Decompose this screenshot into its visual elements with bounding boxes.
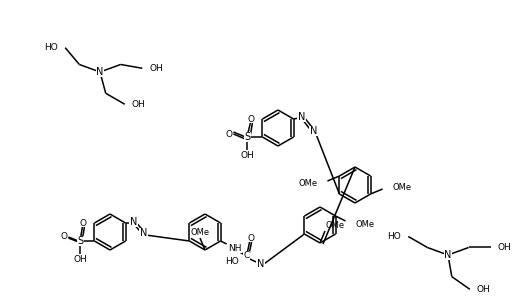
- Text: OH: OH: [74, 256, 87, 265]
- Text: HO: HO: [44, 43, 58, 52]
- Text: OMe: OMe: [190, 228, 210, 237]
- Text: N: N: [130, 217, 137, 227]
- Text: N: N: [310, 126, 317, 136]
- Text: HO: HO: [388, 232, 401, 241]
- Text: N: N: [140, 228, 147, 238]
- Text: OMe: OMe: [325, 221, 344, 229]
- Text: O: O: [248, 115, 255, 124]
- Text: O: O: [247, 233, 254, 242]
- Text: NH: NH: [228, 244, 241, 253]
- Text: OH: OH: [477, 285, 491, 294]
- Text: OMe: OMe: [356, 220, 374, 229]
- Text: OH: OH: [241, 151, 254, 160]
- Text: OMe: OMe: [298, 179, 317, 188]
- Text: OMe: OMe: [393, 183, 412, 192]
- Text: OH: OH: [132, 100, 145, 109]
- Text: OH: OH: [498, 243, 511, 252]
- Text: O: O: [61, 232, 68, 241]
- Text: O: O: [226, 129, 233, 139]
- Text: N: N: [298, 112, 305, 122]
- Text: C: C: [244, 252, 249, 261]
- Text: HO: HO: [225, 257, 238, 265]
- Text: S: S: [244, 132, 251, 142]
- Text: N: N: [257, 259, 264, 269]
- Text: N: N: [96, 67, 104, 77]
- Text: N: N: [445, 250, 452, 260]
- Text: OH: OH: [150, 64, 163, 73]
- Text: S: S: [77, 236, 84, 246]
- Text: O: O: [80, 218, 87, 228]
